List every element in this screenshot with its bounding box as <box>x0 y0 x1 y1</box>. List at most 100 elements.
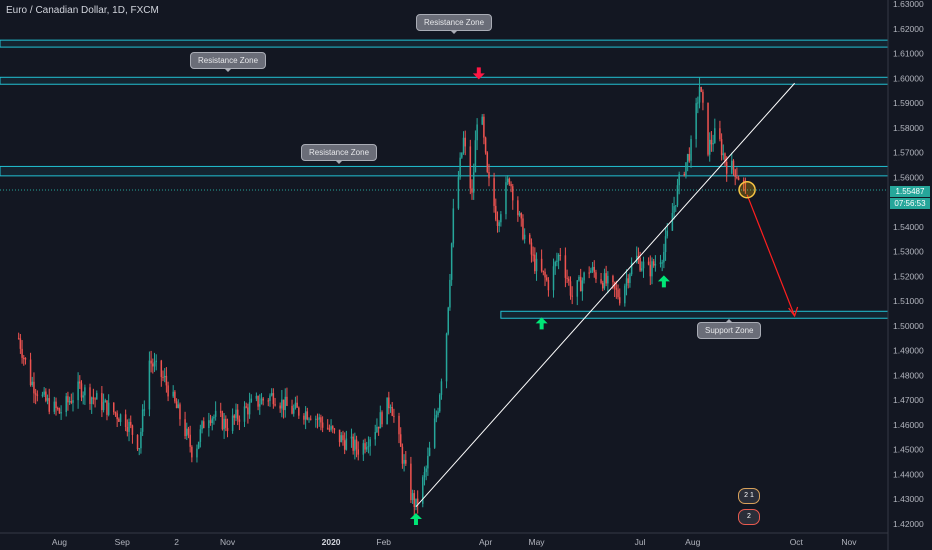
candle-body <box>320 417 322 423</box>
candle-body <box>167 385 169 397</box>
candle-body <box>405 459 407 464</box>
price-tick-label: 1.42000 <box>893 519 924 529</box>
last-price-tag: 1.55487 <box>890 186 930 197</box>
candle-body <box>70 401 73 403</box>
candle-body <box>367 446 370 448</box>
candle-body <box>124 414 127 427</box>
candle-body <box>416 498 419 504</box>
candle-body <box>72 400 74 403</box>
projection-arrowhead <box>788 306 799 318</box>
symbol-title[interactable]: Euro / Canadian Dollar, 1D, FXCM <box>6 5 159 16</box>
candle-body <box>274 404 276 406</box>
candle-body <box>221 412 224 430</box>
price-tick-label: 1.44000 <box>893 469 924 479</box>
candle-body <box>590 270 592 273</box>
candle-body <box>67 396 69 403</box>
candle-body <box>187 428 190 435</box>
price-tick-label: 1.51000 <box>893 296 924 306</box>
candle-body <box>245 406 247 408</box>
candle-body <box>557 255 560 261</box>
candle-body <box>56 407 59 409</box>
candle-body <box>545 277 548 281</box>
candle-body <box>683 174 686 176</box>
candle-body <box>286 396 288 406</box>
candle-body <box>150 360 152 364</box>
candle-body <box>236 409 239 420</box>
candle-body <box>603 273 606 289</box>
time-tick-label: Apr <box>479 537 492 547</box>
markers-layer <box>409 67 756 526</box>
candle-body <box>612 275 614 283</box>
alerts-badge[interactable]: 2 <box>738 509 760 525</box>
candle-body <box>163 375 166 378</box>
candle-body <box>688 154 691 161</box>
candle-body <box>627 278 629 283</box>
price-tick-label: 1.49000 <box>893 346 924 356</box>
candle-body <box>410 463 412 501</box>
price-tick-label: 1.61000 <box>893 49 924 59</box>
time-tick-label: May <box>529 537 546 547</box>
candle-body <box>269 395 271 401</box>
candle-body <box>661 262 663 264</box>
candle-body <box>483 116 485 138</box>
candle-body <box>719 128 721 140</box>
price-tick-label: 1.63000 <box>893 0 924 9</box>
candle-body <box>104 400 107 403</box>
resistance-zone-label-mid: Resistance Zone <box>301 144 378 164</box>
candle-body <box>179 404 181 420</box>
candle-body <box>162 377 164 379</box>
price-tick-label: 1.45000 <box>893 445 924 455</box>
zone-band <box>500 310 889 319</box>
candle-body <box>129 421 132 426</box>
candle-body <box>338 429 341 443</box>
candle-body <box>734 169 736 177</box>
candle-body <box>138 448 140 450</box>
candle-body <box>24 357 27 360</box>
candle-body <box>46 398 49 401</box>
candle-body <box>731 160 733 174</box>
candle-body <box>411 493 414 501</box>
candle-body <box>437 411 439 415</box>
resistance-zone-label-left: Resistance Zone <box>190 52 267 72</box>
candle-body <box>196 448 198 458</box>
candle-body <box>174 391 176 402</box>
candle-body <box>685 162 687 176</box>
candle-body <box>260 398 263 405</box>
price-tick-label: 1.48000 <box>893 370 924 380</box>
candle-body <box>391 406 393 416</box>
candle-body <box>58 408 61 414</box>
price-tick-label: 1.46000 <box>893 420 924 430</box>
candle-body <box>652 261 655 266</box>
candle-body <box>213 416 215 419</box>
candle-body <box>354 439 356 451</box>
candle-body <box>186 428 188 437</box>
candle-body <box>732 160 735 170</box>
candle-body <box>571 295 573 297</box>
candle-body <box>226 427 229 432</box>
support-zone-label: Support Zone <box>697 319 762 339</box>
candle-body <box>184 419 186 437</box>
candle-body <box>34 393 37 395</box>
candle-body <box>270 393 273 396</box>
candle-body <box>535 258 538 272</box>
candle-body <box>630 262 633 275</box>
candle-body <box>518 213 521 216</box>
candle-body <box>629 274 631 283</box>
candle-body <box>722 153 725 156</box>
candle-body <box>36 394 39 396</box>
candle-body <box>304 411 307 420</box>
time-tick-label: Oct <box>790 537 804 547</box>
candle-body <box>484 137 487 153</box>
candle-body <box>355 439 358 450</box>
price-tick-label: 1.52000 <box>893 271 924 281</box>
candle-body <box>461 152 463 158</box>
candle-body <box>65 396 67 413</box>
candle-body <box>160 360 163 378</box>
candle-body <box>522 218 524 240</box>
candle-body <box>576 280 579 297</box>
ideas-badge[interactable]: 2 1 <box>738 488 760 504</box>
candle-body <box>605 273 607 284</box>
highlight-circle <box>738 180 756 199</box>
